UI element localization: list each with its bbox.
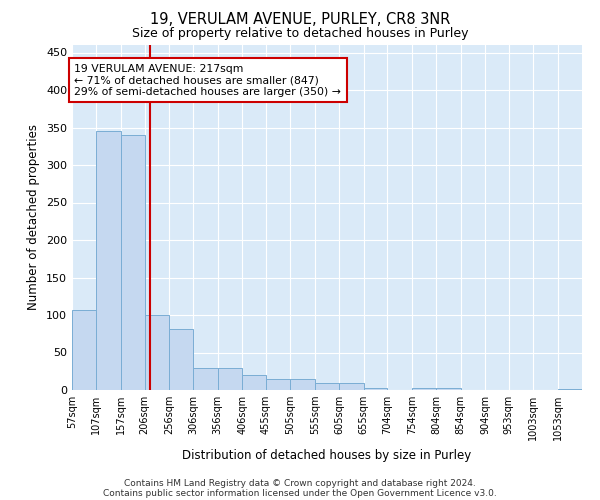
Bar [242,375,266,390]
Bar [72,310,97,390]
Bar [436,388,461,390]
Bar [97,131,121,390]
Bar [218,368,242,390]
Bar [412,388,436,390]
Bar [557,388,582,390]
Text: Size of property relative to detached houses in Purley: Size of property relative to detached ho… [132,28,468,40]
Bar [266,379,290,390]
Text: 19, VERULAM AVENUE, PURLEY, CR8 3NR: 19, VERULAM AVENUE, PURLEY, CR8 3NR [150,12,450,28]
Bar [169,328,193,390]
X-axis label: Distribution of detached houses by size in Purley: Distribution of detached houses by size … [182,448,472,462]
Bar [121,135,145,390]
Text: Contains public sector information licensed under the Open Government Licence v3: Contains public sector information licen… [103,488,497,498]
Text: 19 VERULAM AVENUE: 217sqm
← 71% of detached houses are smaller (847)
29% of semi: 19 VERULAM AVENUE: 217sqm ← 71% of detac… [74,64,341,97]
Bar [145,315,169,390]
Y-axis label: Number of detached properties: Number of detached properties [28,124,40,310]
Bar [290,379,315,390]
Text: Contains HM Land Registry data © Crown copyright and database right 2024.: Contains HM Land Registry data © Crown c… [124,478,476,488]
Bar [193,368,218,390]
Bar [364,388,388,390]
Bar [339,382,364,390]
Bar [315,382,339,390]
